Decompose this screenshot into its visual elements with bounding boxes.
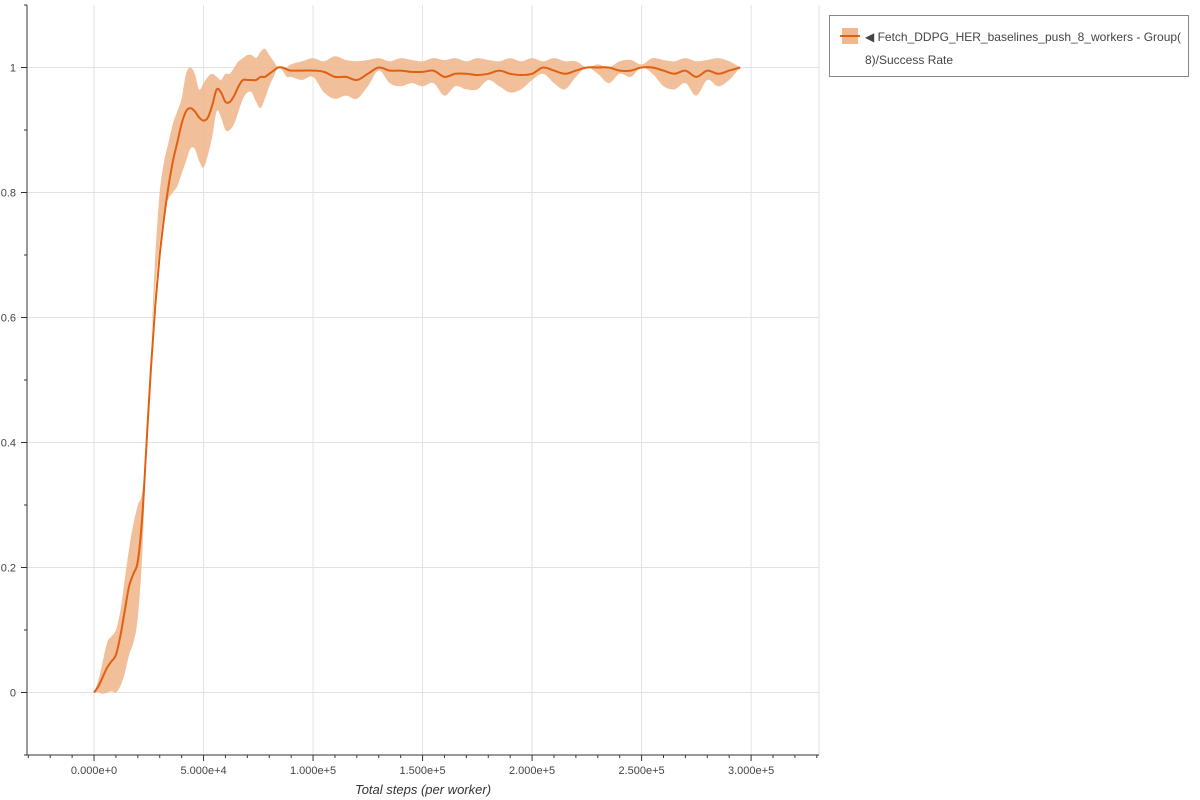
x-tick-label: 2.000e+5 — [509, 765, 555, 777]
grid — [27, 5, 820, 755]
x-tick-label: 0.000e+0 — [71, 765, 117, 777]
y-tick-label: 1 — [10, 63, 16, 75]
axes: 0.000e+0 5.000e+4 1.000e+5 1.500e+5 2.000e+5… — [1, 4, 819, 777]
x-tick-label: 1.000e+5 — [290, 765, 336, 777]
x-tick-label: 1.500e+5 — [399, 765, 445, 777]
y-tick-label: 0.8 — [1, 188, 16, 200]
legend-entry[interactable]: ◀ Fetch_DDPG_HER_baselines_push_8_worker… — [865, 30, 1182, 67]
x-tick-label: 2.500e+5 — [618, 765, 664, 777]
y-tick-label: 0.2 — [1, 563, 16, 575]
legend-swatch — [840, 28, 860, 44]
confidence-band — [94, 48, 741, 694]
series-line — [93, 66, 741, 694]
y-tick-label: 0.6 — [1, 313, 16, 325]
y-tick-label: 0 — [10, 688, 16, 700]
x-tick-label: 3.000e+5 — [728, 765, 774, 777]
legend[interactable]: ◀ Fetch_DDPG_HER_baselines_push_8_worker… — [829, 15, 1189, 77]
x-tick-label: 5.000e+4 — [180, 765, 226, 777]
x-axis-label: Total steps (per worker) — [355, 782, 491, 797]
y-tick-label: 0.4 — [1, 438, 16, 450]
